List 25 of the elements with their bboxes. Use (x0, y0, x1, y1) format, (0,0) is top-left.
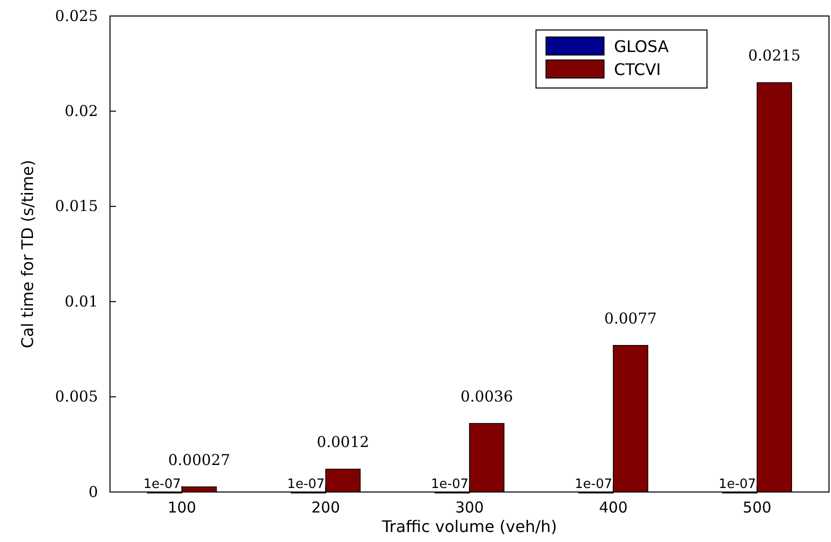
data-label: 0.00027 (168, 450, 230, 469)
data-label: 1e-07 (287, 477, 325, 492)
y-tick-label: 0.015 (55, 197, 98, 216)
data-label: 1e-07 (574, 477, 612, 492)
data-label: 1e-07 (430, 477, 468, 492)
data-label: 0.0215 (748, 46, 801, 65)
y-tick-label: 0 (88, 482, 98, 501)
data-label: 1e-07 (718, 477, 756, 492)
legend-label: CTCVI (614, 60, 661, 79)
y-axis-title: Cal time for TD (s/time) (18, 160, 37, 348)
data-label: 0.0036 (460, 387, 514, 406)
x-tick-label: 200 (311, 498, 340, 517)
data-label: 0.0077 (604, 309, 657, 328)
y-tick-label: 0.02 (64, 102, 98, 120)
x-tick-label: 300 (455, 498, 484, 517)
data-label: 1e-07 (143, 477, 181, 492)
x-tick-label: 100 (168, 498, 196, 517)
legend-label: GLOSA (614, 37, 669, 56)
data-label: 0.0012 (316, 433, 370, 452)
y-tick-label: 0.025 (55, 6, 98, 25)
x-tick-label: 400 (598, 498, 628, 517)
y-tick-label: 0.01 (64, 292, 98, 310)
x-tick-label: 500 (742, 498, 772, 517)
y-tick-label: 0.005 (55, 388, 98, 406)
x-axis-title: Traffic volume (veh/h) (381, 517, 557, 536)
